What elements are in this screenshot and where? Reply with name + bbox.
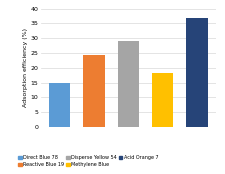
Bar [118, 41, 139, 127]
Bar [49, 83, 70, 127]
Bar [83, 56, 104, 127]
Bar [152, 73, 173, 127]
Y-axis label: Adsorption efficiency (%): Adsorption efficiency (%) [23, 28, 28, 107]
Legend: Direct Blue 78, Reactive Blue 19, Disperse Yellow 54, Methylene Blue, Acid Orang: Direct Blue 78, Reactive Blue 19, Disper… [18, 156, 158, 167]
Bar [186, 18, 208, 127]
